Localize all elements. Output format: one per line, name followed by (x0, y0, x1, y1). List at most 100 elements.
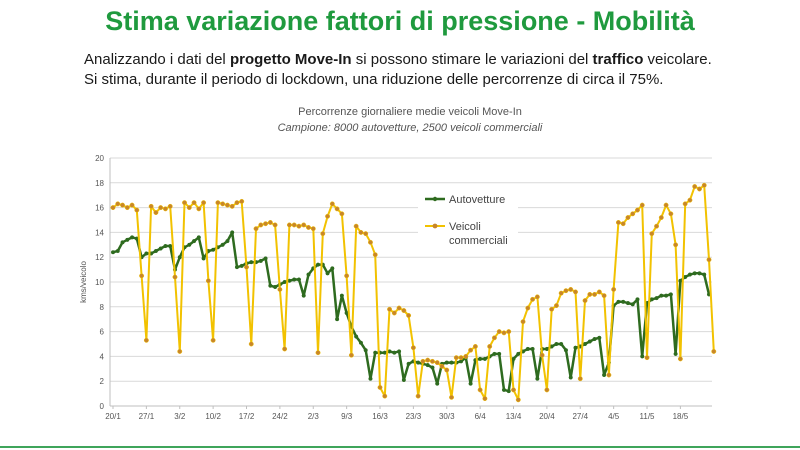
data-point-autovetture (301, 293, 306, 298)
data-point-veicoli-commerciali (387, 306, 392, 312)
data-point-autovetture (130, 235, 135, 240)
data-point-veicoli-commerciali (544, 387, 550, 393)
data-point-veicoli-commerciali (639, 202, 645, 208)
data-point-veicoli-commerciali (396, 305, 402, 311)
data-point-veicoli-commerciali (625, 215, 631, 220)
data-point-veicoli-commerciali (425, 357, 431, 363)
data-point-veicoli-commerciali (258, 222, 264, 228)
data-point-veicoli-commerciali (458, 355, 464, 361)
data-point-autovetture (125, 237, 130, 242)
data-point-veicoli-commerciali (439, 363, 445, 369)
x-tick-label: 20/1 (105, 412, 121, 421)
page-title: Stima variazione fattori di pressione - … (105, 6, 695, 36)
data-point-veicoli-commerciali (143, 337, 149, 343)
data-point-veicoli-commerciali (654, 223, 660, 229)
y-tick-label: 12 (95, 253, 104, 262)
data-point-veicoli-commerciali (234, 200, 240, 206)
data-point-autovetture (559, 341, 564, 347)
data-point-veicoli-commerciali (549, 306, 555, 312)
data-point-veicoli-commerciali (453, 355, 459, 361)
data-point-autovetture (382, 350, 387, 355)
data-point-autovetture (425, 363, 430, 368)
data-point-veicoli-commerciali (677, 356, 683, 362)
intro-text-part: si possono stimare le variazioni del (351, 51, 593, 68)
data-point-autovetture (430, 365, 435, 370)
data-point-veicoli-commerciali (148, 203, 154, 209)
data-point-autovetture (306, 272, 311, 277)
data-point-autovetture (544, 346, 549, 352)
data-point-autovetture (249, 260, 254, 265)
data-point-autovetture (616, 299, 621, 304)
data-point-veicoli-commerciali (358, 229, 364, 235)
x-tick-label: 20/4 (539, 412, 555, 421)
data-point-veicoli-commerciali (162, 206, 168, 212)
data-point-veicoli-commerciali (706, 257, 712, 263)
data-point-veicoli-commerciali (167, 203, 173, 209)
data-point-autovetture (239, 263, 244, 268)
data-point-autovetture (687, 272, 692, 277)
data-point-veicoli-commerciali (153, 210, 159, 216)
data-point-autovetture (563, 348, 569, 353)
data-point-autovetture (497, 351, 502, 356)
data-point-veicoli-commerciali (573, 289, 578, 295)
data-point-veicoli-commerciali (434, 360, 440, 366)
data-point-autovetture (582, 341, 588, 347)
x-tick-label: 17/2 (239, 412, 255, 421)
x-tick-label: 18/5 (673, 412, 689, 421)
legend-label-veicoli-commerciali: Veicoli (449, 221, 481, 233)
data-point-autovetture (525, 346, 530, 352)
intro-highlight-project: progetto Move-In (229, 51, 352, 68)
data-point-veicoli-commerciali (601, 293, 607, 299)
data-point-veicoli-commerciali (186, 205, 192, 211)
data-point-veicoli-commerciali (539, 352, 545, 358)
intro-line-1: Analizzando i dati del progetto Move-In … (84, 50, 784, 70)
data-point-veicoli-commerciali (506, 329, 512, 335)
x-tick-label: 27/4 (572, 412, 588, 421)
data-point-veicoli-commerciali (353, 223, 359, 229)
data-point-autovetture (230, 230, 235, 235)
x-tick-label: 9/3 (341, 412, 353, 421)
data-point-autovetture (392, 350, 397, 355)
data-point-veicoli-commerciali (491, 335, 497, 341)
data-point-veicoli-commerciali (472, 344, 478, 349)
data-point-autovetture (435, 381, 440, 386)
data-point-autovetture (358, 340, 363, 345)
data-point-veicoli-commerciali (310, 226, 316, 232)
data-point-veicoli-commerciali (449, 394, 454, 400)
data-point-autovetture (635, 297, 640, 302)
data-point-veicoli-commerciali (577, 376, 583, 382)
data-point-veicoli-commerciali (263, 221, 269, 227)
data-point-veicoli-commerciali (372, 252, 378, 258)
data-point-autovetture (220, 242, 225, 247)
data-point-autovetture (468, 381, 473, 386)
series-line-veicoli-commerciali (112, 184, 715, 401)
intro-highlight-traffic: traffico (592, 51, 644, 68)
data-point-veicoli-commerciali (267, 220, 273, 225)
data-point-autovetture (506, 389, 511, 394)
data-point-veicoli-commerciali (615, 220, 621, 225)
data-point-veicoli-commerciali (644, 355, 650, 361)
x-tick-label: 30/3 (439, 412, 455, 421)
x-tick-label: 24/2 (272, 412, 288, 421)
data-point-autovetture (664, 293, 669, 298)
data-point-veicoli-commerciali (224, 202, 230, 208)
data-point-autovetture (492, 351, 497, 356)
y-tick-label: 16 (95, 204, 104, 213)
data-point-veicoli-commerciali (444, 367, 450, 373)
data-point-autovetture (258, 258, 263, 263)
data-point-autovetture (268, 283, 273, 288)
intro-text-part: Analizzando i dati del (84, 51, 230, 68)
y-tick-label: 8 (100, 303, 105, 312)
intro-line-2: Si stima, durante il periodo di lockdown… (84, 71, 664, 88)
data-point-autovetture (354, 334, 359, 339)
data-point-veicoli-commerciali (220, 201, 226, 207)
intro-text-part: veicolare. (643, 51, 712, 68)
data-point-veicoli-commerciali (172, 274, 178, 280)
data-point-autovetture (501, 387, 507, 392)
data-point-autovetture (273, 284, 278, 290)
data-point-veicoli-commerciali (635, 207, 640, 213)
data-point-autovetture (625, 301, 630, 306)
y-tick-label: 18 (95, 179, 104, 188)
data-point-autovetture (630, 302, 635, 307)
data-point-autovetture (325, 271, 330, 276)
